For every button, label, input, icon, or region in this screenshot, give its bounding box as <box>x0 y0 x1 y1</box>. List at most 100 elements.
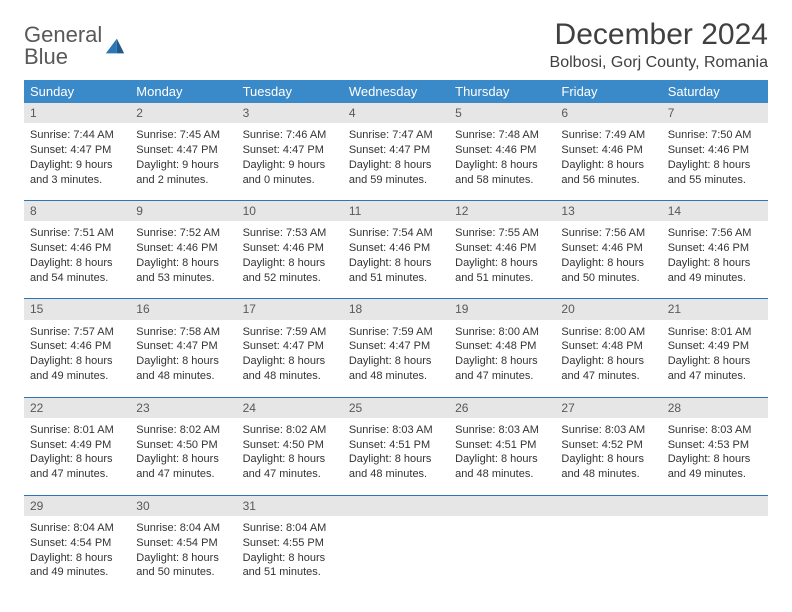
day-header: Saturday <box>662 80 768 103</box>
day-number: 28 <box>662 398 768 418</box>
daylight-text: Daylight: 8 hours and 59 minutes. <box>349 158 443 188</box>
sunrise-text: Sunrise: 7:45 AM <box>136 126 230 143</box>
logo-line1: General <box>24 24 102 46</box>
day-details: Sunrise: 7:53 AMSunset: 4:46 PMDaylight:… <box>237 221 343 299</box>
day-details: Sunrise: 7:50 AMSunset: 4:46 PMDaylight:… <box>662 123 768 201</box>
day-details: Sunrise: 8:04 AMSunset: 4:55 PMDaylight:… <box>237 516 343 594</box>
calendar-cell: 3Sunrise: 7:46 AMSunset: 4:47 PMDaylight… <box>237 103 343 201</box>
calendar-cell: 25Sunrise: 8:03 AMSunset: 4:51 PMDayligh… <box>343 398 449 496</box>
title-block: December 2024 Bolbosi, Gorj County, Roma… <box>550 18 768 72</box>
daylight-text: Daylight: 8 hours and 58 minutes. <box>455 158 549 188</box>
day-number-empty <box>449 496 555 516</box>
sunset-text: Sunset: 4:47 PM <box>30 143 124 158</box>
sunset-text: Sunset: 4:46 PM <box>668 241 762 256</box>
sunset-text: Sunset: 4:46 PM <box>349 241 443 256</box>
sunset-text: Sunset: 4:47 PM <box>136 143 230 158</box>
calendar-cell: 13Sunrise: 7:56 AMSunset: 4:46 PMDayligh… <box>555 201 661 299</box>
daylight-text: Daylight: 8 hours and 53 minutes. <box>136 256 230 286</box>
calendar-cell: 7Sunrise: 7:50 AMSunset: 4:46 PMDaylight… <box>662 103 768 201</box>
day-number: 1 <box>24 103 130 123</box>
empty-cell <box>662 516 768 594</box>
sunrise-text: Sunrise: 7:53 AM <box>243 224 337 241</box>
day-details: Sunrise: 7:49 AMSunset: 4:46 PMDaylight:… <box>555 123 661 201</box>
day-details: Sunrise: 8:04 AMSunset: 4:54 PMDaylight:… <box>130 516 236 594</box>
day-number: 22 <box>24 398 130 418</box>
daylight-text: Daylight: 8 hours and 48 minutes. <box>349 354 443 384</box>
sunrise-text: Sunrise: 8:04 AM <box>243 519 337 536</box>
daylight-text: Daylight: 8 hours and 47 minutes. <box>30 452 124 482</box>
daylight-text: Daylight: 8 hours and 49 minutes. <box>668 452 762 482</box>
sunrise-text: Sunrise: 7:50 AM <box>668 126 762 143</box>
calendar-cell: 10Sunrise: 7:53 AMSunset: 4:46 PMDayligh… <box>237 201 343 299</box>
day-number: 8 <box>24 201 130 221</box>
calendar-cell: 26Sunrise: 8:03 AMSunset: 4:51 PMDayligh… <box>449 398 555 496</box>
daylight-text: Daylight: 8 hours and 47 minutes. <box>455 354 549 384</box>
daylight-text: Daylight: 8 hours and 49 minutes. <box>30 354 124 384</box>
day-number: 11 <box>343 201 449 221</box>
sunrise-text: Sunrise: 7:48 AM <box>455 126 549 143</box>
daylight-text: Daylight: 8 hours and 48 minutes. <box>455 452 549 482</box>
day-details: Sunrise: 7:48 AMSunset: 4:46 PMDaylight:… <box>449 123 555 201</box>
calendar-cell: 9Sunrise: 7:52 AMSunset: 4:46 PMDaylight… <box>130 201 236 299</box>
day-details: Sunrise: 7:58 AMSunset: 4:47 PMDaylight:… <box>130 320 236 398</box>
sunrise-text: Sunrise: 7:47 AM <box>349 126 443 143</box>
day-details: Sunrise: 8:01 AMSunset: 4:49 PMDaylight:… <box>24 418 130 496</box>
sunset-text: Sunset: 4:46 PM <box>561 143 655 158</box>
day-number: 9 <box>130 201 236 221</box>
sunset-text: Sunset: 4:47 PM <box>349 339 443 354</box>
sunset-text: Sunset: 4:47 PM <box>243 143 337 158</box>
day-details: Sunrise: 8:02 AMSunset: 4:50 PMDaylight:… <box>130 418 236 496</box>
sunset-text: Sunset: 4:54 PM <box>136 536 230 551</box>
day-number: 5 <box>449 103 555 123</box>
sunset-text: Sunset: 4:50 PM <box>136 438 230 453</box>
sunrise-text: Sunrise: 7:55 AM <box>455 224 549 241</box>
day-number: 13 <box>555 201 661 221</box>
day-number: 18 <box>343 299 449 319</box>
calendar-cell <box>343 496 449 594</box>
daylight-text: Daylight: 9 hours and 3 minutes. <box>30 158 124 188</box>
day-number: 2 <box>130 103 236 123</box>
day-header: Wednesday <box>343 80 449 103</box>
sunrise-text: Sunrise: 7:58 AM <box>136 323 230 340</box>
location: Bolbosi, Gorj County, Romania <box>550 54 768 72</box>
day-number: 30 <box>130 496 236 516</box>
triangle-icon <box>104 35 126 57</box>
calendar-cell: 1Sunrise: 7:44 AMSunset: 4:47 PMDaylight… <box>24 103 130 201</box>
sunrise-text: Sunrise: 8:03 AM <box>349 421 443 438</box>
day-number: 26 <box>449 398 555 418</box>
day-details: Sunrise: 7:51 AMSunset: 4:46 PMDaylight:… <box>24 221 130 299</box>
day-number-empty <box>662 496 768 516</box>
sunset-text: Sunset: 4:46 PM <box>136 241 230 256</box>
sunrise-text: Sunrise: 8:03 AM <box>561 421 655 438</box>
sunset-text: Sunset: 4:46 PM <box>243 241 337 256</box>
calendar-cell: 17Sunrise: 7:59 AMSunset: 4:47 PMDayligh… <box>237 299 343 397</box>
header: General Blue December 2024 Bolbosi, Gorj… <box>24 18 768 72</box>
sunset-text: Sunset: 4:53 PM <box>668 438 762 453</box>
sunset-text: Sunset: 4:52 PM <box>561 438 655 453</box>
day-number: 3 <box>237 103 343 123</box>
sunrise-text: Sunrise: 8:00 AM <box>561 323 655 340</box>
sunrise-text: Sunrise: 8:02 AM <box>136 421 230 438</box>
sunset-text: Sunset: 4:46 PM <box>30 241 124 256</box>
sunset-text: Sunset: 4:49 PM <box>668 339 762 354</box>
day-number-empty <box>343 496 449 516</box>
day-details: Sunrise: 7:47 AMSunset: 4:47 PMDaylight:… <box>343 123 449 201</box>
day-number: 19 <box>449 299 555 319</box>
sunrise-text: Sunrise: 7:51 AM <box>30 224 124 241</box>
sunrise-text: Sunrise: 7:56 AM <box>668 224 762 241</box>
daylight-text: Daylight: 8 hours and 50 minutes. <box>561 256 655 286</box>
sunset-text: Sunset: 4:46 PM <box>561 241 655 256</box>
day-header: Sunday <box>24 80 130 103</box>
calendar-cell <box>662 496 768 594</box>
daylight-text: Daylight: 8 hours and 47 minutes. <box>668 354 762 384</box>
day-number: 6 <box>555 103 661 123</box>
calendar-cell: 14Sunrise: 7:56 AMSunset: 4:46 PMDayligh… <box>662 201 768 299</box>
day-details: Sunrise: 8:00 AMSunset: 4:48 PMDaylight:… <box>555 320 661 398</box>
month-title: December 2024 <box>550 18 768 52</box>
calendar-cell: 29Sunrise: 8:04 AMSunset: 4:54 PMDayligh… <box>24 496 130 594</box>
day-number: 27 <box>555 398 661 418</box>
day-number: 31 <box>237 496 343 516</box>
day-header: Friday <box>555 80 661 103</box>
calendar-cell: 27Sunrise: 8:03 AMSunset: 4:52 PMDayligh… <box>555 398 661 496</box>
sunrise-text: Sunrise: 7:59 AM <box>349 323 443 340</box>
